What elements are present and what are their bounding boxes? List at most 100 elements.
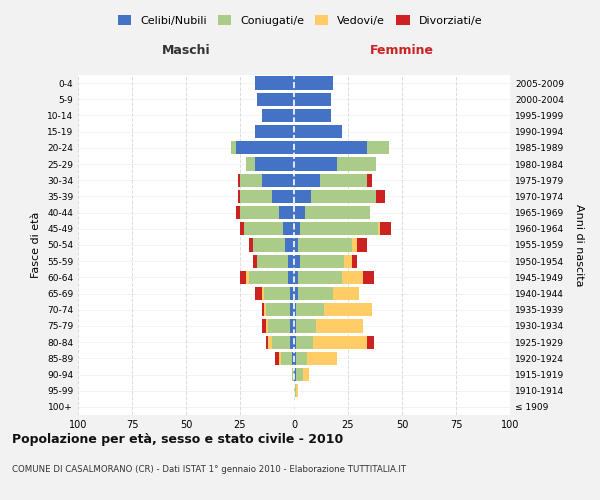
Bar (262, 320, 266, 332)
Bar (262, 303, 264, 316)
Bar (307, 352, 337, 365)
Bar (294, 92, 331, 106)
Bar (296, 303, 324, 316)
Bar (296, 336, 313, 349)
Bar (279, 352, 281, 365)
Bar (294, 320, 296, 332)
Bar (264, 287, 290, 300)
Bar (305, 206, 370, 220)
Bar (294, 222, 301, 235)
Bar (294, 125, 341, 138)
Bar (236, 141, 294, 154)
Bar (298, 287, 333, 300)
Bar (238, 190, 240, 203)
Bar (272, 190, 294, 203)
Bar (316, 320, 363, 332)
Bar (320, 174, 367, 187)
Bar (264, 303, 266, 316)
Bar (248, 238, 253, 252)
Bar (292, 352, 294, 365)
Bar (262, 109, 294, 122)
Bar (255, 125, 294, 138)
Bar (352, 254, 356, 268)
Bar (255, 158, 294, 170)
Bar (236, 206, 240, 220)
Bar (311, 190, 376, 203)
Bar (333, 287, 359, 300)
Text: Femmine: Femmine (370, 44, 434, 58)
Bar (294, 158, 337, 170)
Bar (294, 336, 296, 349)
Bar (268, 320, 290, 332)
Bar (294, 384, 296, 398)
Bar (367, 336, 374, 349)
Bar (272, 336, 290, 349)
Bar (290, 287, 294, 300)
Bar (313, 336, 367, 349)
Bar (294, 352, 296, 365)
Bar (257, 92, 294, 106)
Bar (376, 190, 385, 203)
Text: COMUNE DI CASALMORANO (CR) - Dati ISTAT 1° gennaio 2010 - Elaborazione TUTTITALI: COMUNE DI CASALMORANO (CR) - Dati ISTAT … (12, 466, 406, 474)
Bar (240, 174, 262, 187)
Legend: Celibi/Nubili, Coniugati/e, Vedovi/e, Divorziati/e: Celibi/Nubili, Coniugati/e, Vedovi/e, Di… (113, 10, 487, 30)
Bar (292, 368, 294, 381)
Bar (301, 254, 344, 268)
Bar (363, 270, 374, 284)
Bar (268, 336, 272, 349)
Bar (356, 238, 367, 252)
Bar (266, 336, 268, 349)
Text: Maschi: Maschi (161, 44, 211, 58)
Bar (279, 206, 294, 220)
Bar (244, 222, 283, 235)
Bar (266, 303, 290, 316)
Bar (248, 270, 287, 284)
Bar (287, 254, 294, 268)
Bar (352, 238, 356, 252)
Bar (380, 222, 391, 235)
Bar (296, 368, 302, 381)
Text: Popolazione per età, sesso e stato civile - 2010: Popolazione per età, sesso e stato civil… (12, 432, 343, 446)
Bar (344, 254, 352, 268)
Bar (275, 352, 279, 365)
Bar (301, 222, 378, 235)
Bar (294, 109, 331, 122)
Bar (337, 158, 376, 170)
Bar (287, 270, 294, 284)
Bar (240, 270, 247, 284)
Bar (294, 76, 333, 90)
Y-axis label: Anni di nascita: Anni di nascita (574, 204, 584, 286)
Bar (255, 287, 262, 300)
Bar (262, 174, 294, 187)
Bar (298, 270, 341, 284)
Y-axis label: Fasce di età: Fasce di età (31, 212, 41, 278)
Bar (240, 222, 244, 235)
Bar (294, 141, 367, 154)
Bar (290, 336, 294, 349)
Bar (367, 174, 372, 187)
Bar (253, 238, 286, 252)
Bar (247, 270, 248, 284)
Bar (257, 254, 287, 268)
Bar (240, 190, 272, 203)
Bar (247, 158, 255, 170)
Bar (253, 254, 257, 268)
Bar (367, 141, 389, 154)
Bar (294, 254, 301, 268)
Bar (294, 206, 305, 220)
Bar (290, 320, 294, 332)
Bar (341, 270, 363, 284)
Bar (298, 238, 352, 252)
Bar (262, 287, 264, 300)
Bar (232, 141, 236, 154)
Bar (294, 238, 298, 252)
Bar (290, 303, 294, 316)
Bar (324, 303, 372, 316)
Bar (296, 384, 298, 398)
Bar (281, 352, 292, 365)
Bar (240, 206, 279, 220)
Bar (255, 76, 294, 90)
Bar (294, 174, 320, 187)
Bar (378, 222, 380, 235)
Bar (294, 368, 296, 381)
